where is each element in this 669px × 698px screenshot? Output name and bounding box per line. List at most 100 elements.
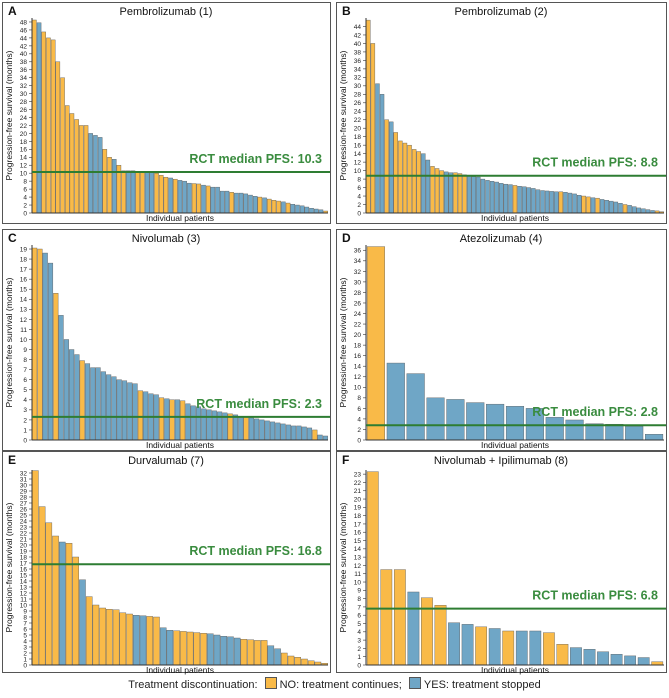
bar — [466, 175, 472, 214]
bar — [144, 171, 150, 214]
bar — [542, 632, 555, 666]
y-tick-label: 5 — [23, 632, 27, 639]
bar — [275, 422, 281, 441]
bar — [312, 429, 318, 441]
y-tick-label: 0 — [23, 662, 27, 669]
y-axis-title: Progression-free survival (months) — [4, 277, 14, 407]
y-tick-label: 15 — [20, 287, 28, 294]
bar — [121, 170, 126, 214]
bar — [269, 421, 276, 441]
bar — [107, 157, 112, 214]
bar — [243, 416, 249, 441]
y-tick-label: 22 — [354, 321, 362, 328]
panel-title: Atezolizumab (4) — [460, 233, 543, 245]
y-tick-label: 3 — [23, 644, 27, 651]
bar — [191, 183, 197, 214]
bar — [137, 390, 143, 441]
bar — [540, 190, 545, 214]
y-tick-label: 18 — [354, 513, 362, 520]
y-tick-label: 14 — [20, 578, 28, 585]
bar — [544, 190, 550, 214]
bar — [173, 630, 180, 666]
y-tick-label: 28 — [354, 92, 362, 99]
x-axis-title: Individual patients — [146, 665, 214, 675]
y-tick-label: 9 — [357, 588, 361, 595]
rct-median-label: RCT median PFS: 6.8 — [532, 589, 658, 603]
bar — [637, 657, 650, 666]
y-tick-label: 8 — [357, 395, 361, 402]
bar — [220, 636, 227, 666]
y-tick-label: 4 — [357, 629, 361, 636]
bar — [502, 630, 515, 666]
bar — [37, 248, 43, 441]
bar — [480, 178, 486, 214]
y-tick-label: 17 — [20, 267, 28, 274]
y-tick-label: 29 — [20, 488, 28, 495]
bar — [143, 391, 149, 441]
bar — [586, 196, 591, 214]
bar — [79, 360, 85, 441]
y-tick-label: 20 — [354, 496, 362, 503]
bar — [411, 149, 417, 214]
y-tick-label: 12 — [354, 374, 362, 381]
y-tick-label: 13 — [20, 307, 28, 314]
bar — [416, 151, 421, 214]
bar — [240, 639, 248, 666]
bar — [149, 171, 155, 214]
y-tick-label: 24 — [354, 311, 362, 318]
y-tick-label: 2 — [357, 646, 361, 653]
y-tick-label: 23 — [354, 472, 362, 479]
bar — [72, 556, 79, 666]
y-tick-label: 19 — [20, 246, 28, 253]
panel-frame — [336, 451, 667, 673]
bar — [213, 634, 221, 666]
bar — [210, 186, 216, 214]
y-tick-label: 32 — [354, 269, 362, 276]
bar — [407, 144, 412, 214]
bar — [370, 43, 376, 214]
y-tick-label: 46 — [20, 27, 28, 34]
bar — [393, 132, 398, 214]
y-tick-label: 12 — [354, 160, 362, 167]
y-tick-label: 4 — [23, 638, 27, 645]
panel-frame — [2, 2, 331, 224]
bar — [322, 435, 328, 441]
bar — [153, 616, 160, 666]
bar — [185, 403, 191, 441]
panel-letter: B — [342, 4, 351, 18]
y-tick-label: 1 — [357, 654, 361, 661]
bar — [164, 398, 170, 441]
bar — [220, 190, 225, 214]
bar — [97, 137, 103, 214]
y-tick-label: 7 — [23, 620, 27, 627]
bar — [430, 166, 435, 214]
y-tick-label: 5 — [357, 621, 361, 628]
bar — [486, 403, 505, 441]
bar — [489, 181, 495, 214]
y-tick-label: 32 — [20, 83, 28, 90]
bar — [636, 207, 641, 214]
y-tick-label: 38 — [354, 49, 362, 56]
y-tick-label: 15 — [354, 538, 362, 545]
bar — [572, 193, 577, 214]
y-tick-label: 20 — [354, 126, 362, 133]
bar — [32, 19, 37, 214]
bar — [307, 660, 315, 666]
y-tick-label: 0 — [23, 210, 27, 217]
bar — [247, 639, 254, 666]
panel-c: C Nivolumab (3)01234567891011121314151617… — [2, 229, 331, 451]
bar — [174, 399, 180, 441]
bar — [444, 171, 449, 214]
legend: Treatment discontinuation: NO: treatment… — [0, 677, 669, 691]
bar — [74, 119, 79, 214]
bar — [158, 174, 164, 214]
bar — [252, 196, 258, 214]
bar — [554, 191, 559, 214]
bar — [475, 626, 488, 666]
y-tick-label: 19 — [20, 548, 28, 555]
bar — [386, 362, 405, 441]
legend-swatch-no — [264, 677, 277, 689]
bar — [65, 543, 73, 666]
panel-letter: E — [8, 453, 16, 467]
